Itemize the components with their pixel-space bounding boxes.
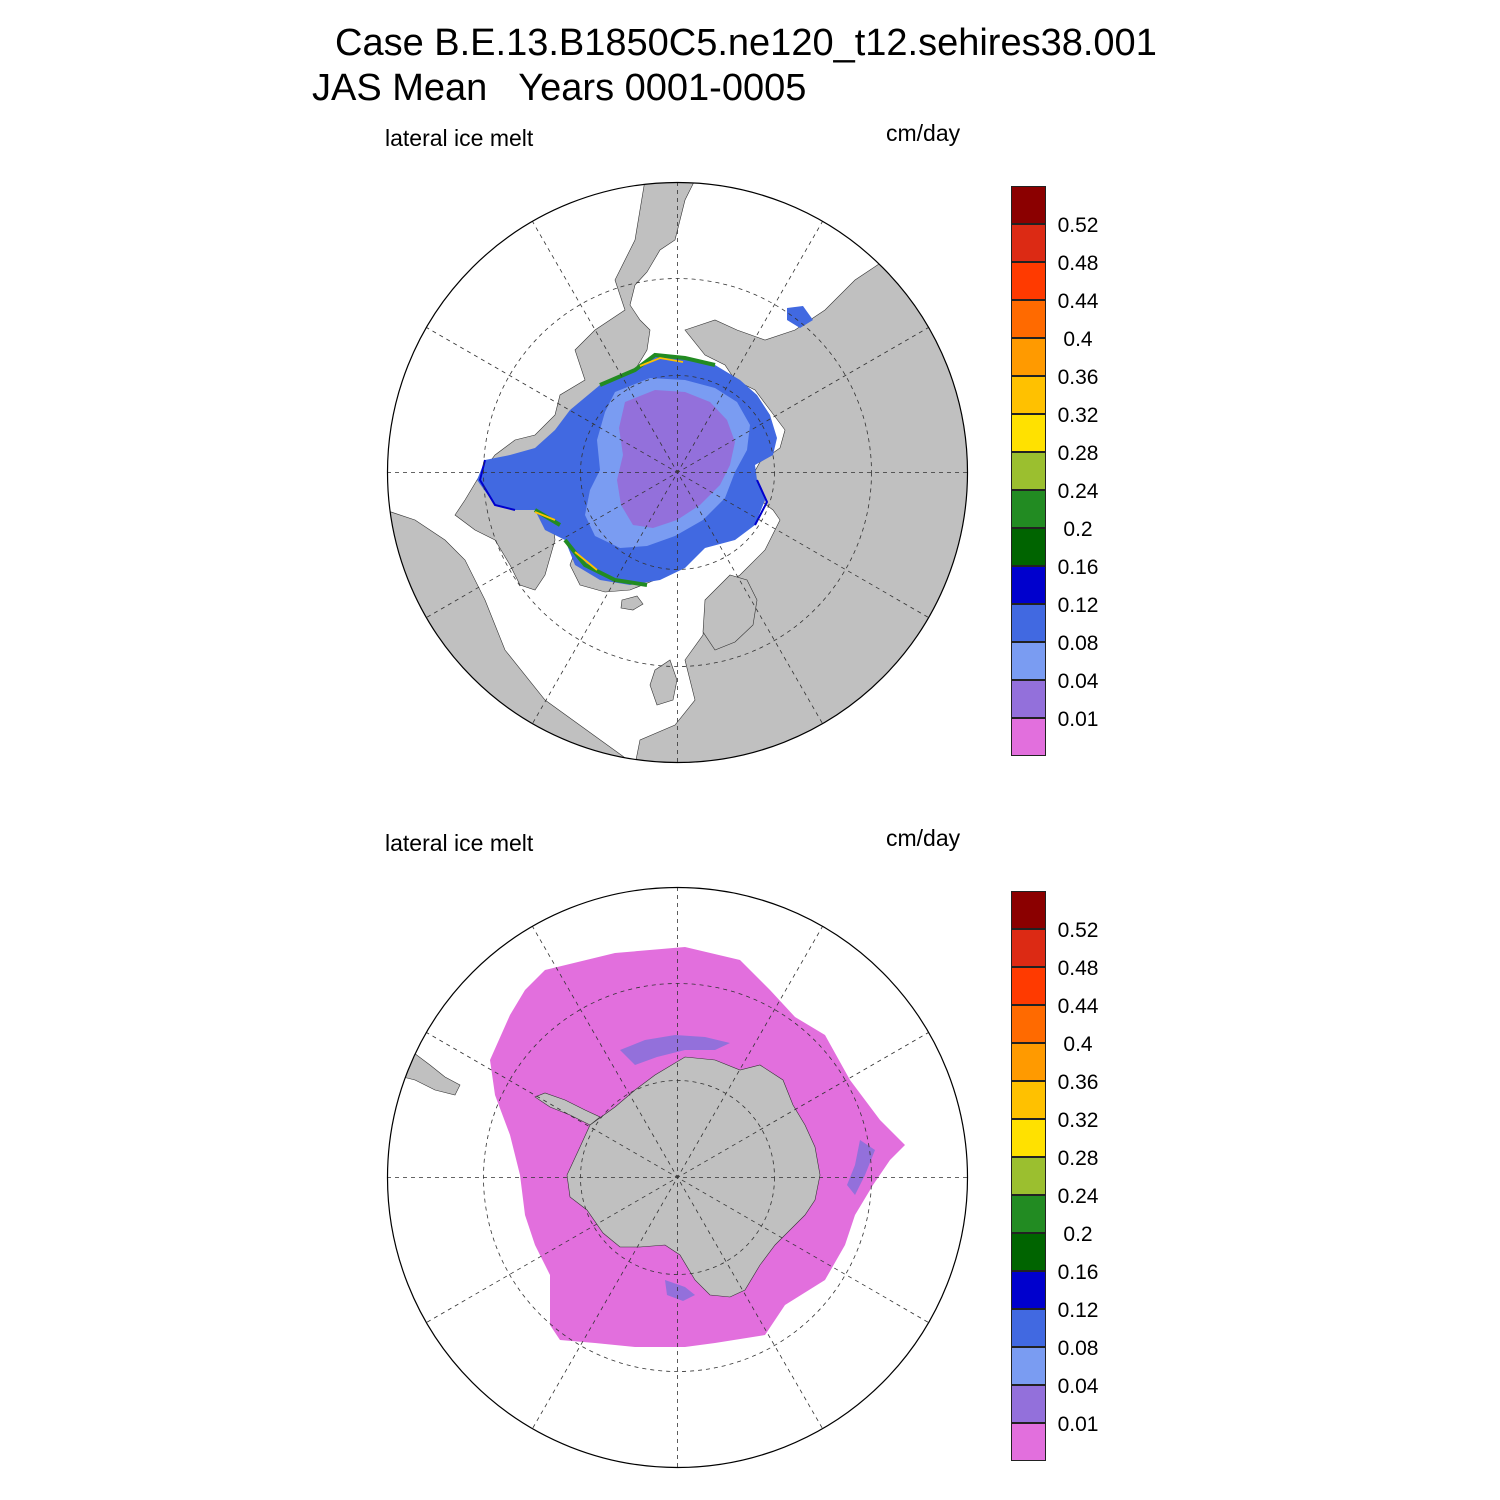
north-ice-edge-dark [478, 459, 769, 526]
south-tick-label: 0.2 [1063, 1223, 1093, 1246]
south-tick-label: 0.16 [1057, 1261, 1099, 1284]
north-tick-label: 0.01 [1057, 708, 1099, 731]
north-tick-label: 0.52 [1057, 214, 1099, 237]
south-tick-label: 0.28 [1057, 1147, 1099, 1170]
south-tick-label: 0.36 [1057, 1071, 1099, 1094]
south-map-border [386, 886, 969, 1469]
north-tick-label: 0.48 [1057, 252, 1099, 275]
north-colorbar-swatch [1011, 528, 1046, 566]
south-colorbar-swatch [1011, 891, 1046, 929]
south-colorbar-swatch [1011, 967, 1046, 1005]
north-colorbar-swatch [1011, 224, 1046, 262]
figure-title-line-2: JAS Mean Years 0001-0005 [312, 67, 807, 109]
north-units-label: cm/day [886, 120, 961, 146]
south-colorbar-swatch [1011, 1081, 1046, 1119]
north-tick-label: 0.04 [1057, 670, 1099, 693]
north-colorbar-swatch [1011, 300, 1046, 338]
north-colorbar-swatch [1011, 338, 1046, 376]
north-colorbar-swatch [1011, 262, 1046, 300]
south-colorbar-swatch [1011, 1385, 1046, 1423]
south-colorbar-swatch [1011, 1233, 1046, 1271]
north-graticule [387, 182, 968, 763]
figure-title-line-1: Case B.E.13.B1850C5.ne120_t12.sehires38.… [335, 22, 1157, 64]
south-colorbar-swatch [1011, 1309, 1046, 1347]
north-british-isles [649, 659, 678, 706]
south-antarctic-peninsula [534, 1092, 601, 1126]
south-tick-label: 0.01 [1057, 1413, 1099, 1436]
south-tick-label: 0.12 [1057, 1299, 1099, 1322]
south-units-label: cm/day [886, 825, 961, 851]
south-colorbar-swatch [1011, 1423, 1046, 1461]
south-tick-label: 0.24 [1057, 1185, 1099, 1208]
north-colorbar-swatch [1011, 718, 1046, 756]
north-colorbar-swatch [1011, 604, 1046, 642]
north-tick-label: 0.2 [1063, 518, 1093, 541]
south-colorbar-swatch [1011, 1157, 1046, 1195]
south-colorbar-swatch [1011, 1005, 1046, 1043]
north-ice-edge-peak-melt [534, 357, 684, 571]
north-colorbar-swatch [1011, 414, 1046, 452]
south-tick-label: 0.4 [1063, 1033, 1093, 1056]
north-tick-label: 0.28 [1057, 442, 1099, 465]
north-map-border [386, 181, 969, 764]
north-tick-label: 0.08 [1057, 632, 1099, 655]
north-colorbar-swatch [1011, 186, 1046, 224]
south-colorbar-swatch [1011, 1119, 1046, 1157]
north-tick-label: 0.36 [1057, 366, 1099, 389]
south-tick-label: 0.04 [1057, 1375, 1099, 1398]
north-bering-ice [787, 306, 813, 328]
south-variable-label: lateral ice melt [385, 830, 534, 856]
south-colorbar-swatch [1011, 1043, 1046, 1081]
south-colorbar-swatch [1011, 1271, 1046, 1309]
south-antarctica [566, 1056, 821, 1298]
south-tick-label: 0.44 [1057, 995, 1099, 1018]
north-tick-label: 0.24 [1057, 480, 1099, 503]
south-tick-label: 0.08 [1057, 1337, 1099, 1360]
north-tick-label: 0.44 [1057, 290, 1099, 313]
north-tick-label: 0.12 [1057, 594, 1099, 617]
north-polar-map [386, 181, 969, 764]
north-colorbar-swatch [1011, 376, 1046, 414]
south-colorbar-swatch [1011, 1347, 1046, 1385]
north-tick-label: 0.16 [1057, 556, 1099, 579]
north-colorbar-swatch [1011, 490, 1046, 528]
north-iceland [620, 595, 644, 611]
south-tick-label: 0.52 [1057, 919, 1099, 942]
north-variable-label: lateral ice melt [385, 125, 534, 151]
north-colorbar-swatch [1011, 566, 1046, 604]
south-colorbar-swatch [1011, 1195, 1046, 1233]
north-scandinavia [702, 574, 758, 651]
north-tick-label: 0.32 [1057, 404, 1099, 427]
south-polar-map [386, 886, 969, 1469]
north-tick-label: 0.4 [1063, 328, 1093, 351]
north-colorbar-swatch [1011, 680, 1046, 718]
north-colorbar-swatch [1011, 452, 1046, 490]
south-graticule [387, 887, 968, 1468]
south-tick-label: 0.32 [1057, 1109, 1099, 1132]
south-tick-label: 0.48 [1057, 957, 1099, 980]
north-colorbar-swatch [1011, 642, 1046, 680]
south-colorbar-swatch [1011, 929, 1046, 967]
